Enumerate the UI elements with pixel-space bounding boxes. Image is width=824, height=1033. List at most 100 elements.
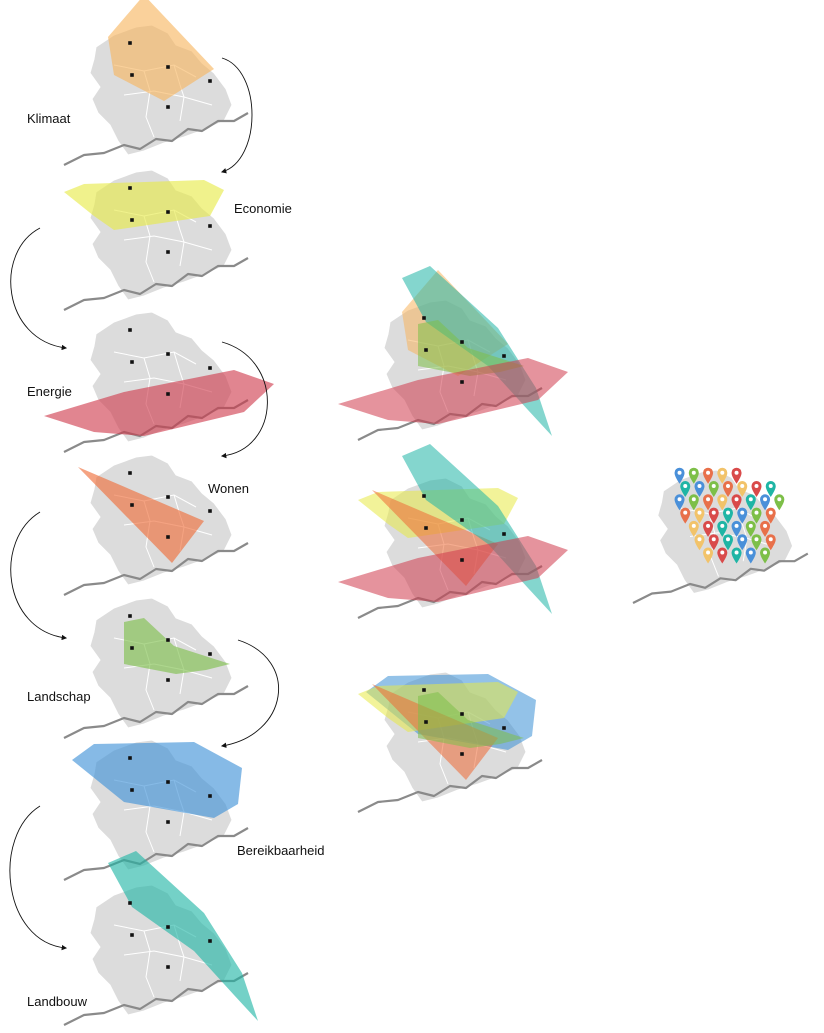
pin-shape [674, 467, 685, 484]
pin-dot [697, 537, 702, 542]
pin-dot [720, 523, 725, 528]
pin-shape [751, 507, 762, 524]
pin-dot [777, 497, 782, 502]
town-marker [166, 250, 170, 254]
pin-shape [680, 507, 691, 524]
pin-shape [731, 520, 742, 537]
overlay-energie [44, 370, 274, 436]
location-pin-icon [674, 467, 685, 484]
pin-dot [683, 484, 688, 488]
location-pin-icon [680, 481, 691, 497]
town-marker [166, 65, 170, 69]
pin-dot [677, 497, 682, 502]
town-marker [166, 392, 170, 396]
label-landschap: Landschap [27, 689, 91, 704]
town-marker [166, 210, 170, 214]
town-marker [460, 752, 464, 756]
pin-dot [706, 550, 711, 555]
pin-dot [726, 510, 730, 515]
town-marker [130, 73, 134, 77]
flow-arrow [220, 639, 279, 748]
label-energie: Energie [27, 384, 72, 399]
town-marker [502, 726, 506, 730]
pin-shape [694, 507, 705, 524]
town-marker [166, 638, 170, 642]
pin-shape [680, 481, 691, 497]
overlay-bereikbaarheid [72, 742, 242, 818]
map-klimaat [63, 0, 249, 166]
map-energie [44, 311, 274, 453]
town-marker [166, 678, 170, 682]
pin-shape [737, 507, 748, 524]
overlay-wonen [78, 467, 204, 563]
pin-shape [765, 481, 776, 497]
pin-shape [703, 467, 714, 484]
location-pin-icon [731, 547, 742, 564]
overlay-klimaat [108, 0, 214, 101]
location-pin-icon [694, 481, 705, 497]
pin-shape [717, 494, 728, 511]
river-line [357, 759, 543, 813]
location-pin-icon [765, 534, 776, 551]
town-marker [166, 925, 170, 929]
location-pin-icon [688, 494, 699, 511]
pin-dot [726, 484, 730, 488]
town-marker [422, 688, 426, 692]
town-marker [128, 901, 132, 905]
pin-shape [737, 481, 748, 497]
overlay-landschap [124, 618, 230, 674]
town-marker [422, 494, 426, 498]
overlay-landschap [418, 692, 524, 748]
pin-shape [703, 547, 714, 564]
overlay-landschap [418, 320, 524, 376]
town-marker [422, 316, 426, 320]
municipality-border [143, 215, 155, 283]
town-marker [208, 509, 212, 513]
map-wonen [63, 454, 249, 596]
location-pin-icon [760, 547, 771, 564]
pin-dot [748, 523, 753, 528]
label-landbouw: Landbouw [27, 994, 87, 1009]
pin-shape [760, 520, 771, 537]
pin-shape [731, 494, 742, 511]
pin-dot [763, 497, 768, 502]
pin-dot [748, 550, 753, 555]
location-pin-icon [694, 534, 705, 551]
theme-maps-column [44, 0, 274, 1026]
location-pin-icon [688, 467, 699, 484]
river-line [63, 112, 249, 166]
pin-dot [734, 470, 739, 475]
pin-shape [688, 467, 699, 484]
town-marker [166, 495, 170, 499]
town-marker [460, 518, 464, 522]
municipality-border [680, 507, 759, 520]
town-marker [502, 532, 506, 536]
town-marker [166, 780, 170, 784]
pin-shape [708, 481, 719, 497]
pin-dot [697, 484, 702, 488]
map-landschap [63, 597, 249, 739]
pin-dot [748, 497, 753, 502]
pin-shape [760, 547, 771, 564]
town-marker [128, 41, 132, 45]
pin-dot [691, 497, 696, 502]
pin-dot [768, 510, 773, 515]
location-pin-icon [774, 494, 785, 511]
pin-shape [765, 534, 776, 551]
town-marker [460, 558, 464, 562]
town-marker [130, 218, 134, 222]
location-pin-icon [765, 507, 776, 524]
town-marker [208, 652, 212, 656]
pin-dot [768, 484, 773, 488]
pin-dot [768, 537, 773, 542]
flow-arrows [9, 57, 279, 951]
flow-arrow [220, 341, 268, 459]
pin-dot [763, 550, 768, 555]
location-pin-icon [745, 547, 756, 564]
overlay-economie [64, 180, 224, 230]
pin-shape [774, 494, 785, 511]
location-pin-icon [708, 481, 719, 497]
town-marker [128, 614, 132, 618]
town-marker [208, 224, 212, 228]
flow-arrow [220, 57, 253, 174]
